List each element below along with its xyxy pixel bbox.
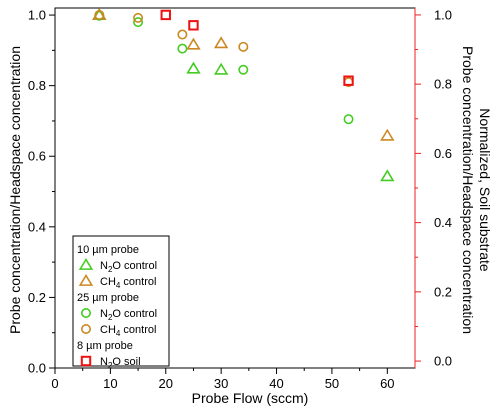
y-right-tick-label: 0.4 bbox=[434, 215, 452, 230]
data-point bbox=[177, 29, 188, 40]
y-right-tick-label: 0.0 bbox=[434, 354, 452, 369]
data-point bbox=[133, 17, 144, 28]
y-axis-right-title-line2: Normalized, Soil substrate bbox=[477, 108, 493, 272]
y-axis-left: 0.0 0.2 0.4 0.6 0.8 1.0 bbox=[28, 8, 55, 376]
y-left-tick-label: 0.2 bbox=[28, 290, 46, 305]
legend-header: 8 µm probe bbox=[77, 340, 133, 352]
data-point bbox=[380, 169, 395, 182]
data-point bbox=[343, 114, 354, 125]
x-tick-label: 0 bbox=[51, 376, 58, 391]
series-0 bbox=[92, 8, 395, 182]
y-right-tick-label: 0.2 bbox=[434, 284, 452, 299]
legend-label: CH4 control bbox=[100, 276, 156, 290]
y-axis-right: 0.0 0.2 0.4 0.6 0.8 1.0 bbox=[415, 7, 452, 369]
y-left-tick-label: 0.0 bbox=[28, 361, 46, 376]
legend-box bbox=[72, 235, 170, 367]
legend-marker bbox=[81, 323, 92, 334]
y-axis-right-title-line1: Probe concentration/Headspace concentrat… bbox=[460, 46, 476, 334]
legend-label: N2O soil bbox=[100, 356, 141, 370]
legend-header: 10 µm probe bbox=[77, 244, 139, 256]
x-tick-label: 10 bbox=[103, 376, 117, 391]
data-point bbox=[380, 128, 395, 141]
x-tick-label: 40 bbox=[269, 376, 283, 391]
x-tick-label: 30 bbox=[214, 376, 228, 391]
x-tick-label: 50 bbox=[325, 376, 339, 391]
data-point bbox=[177, 43, 188, 54]
x-tick-label: 20 bbox=[159, 376, 173, 391]
y-left-tick-label: 0.6 bbox=[28, 149, 46, 164]
data-point bbox=[213, 36, 229, 49]
data-point bbox=[133, 12, 144, 23]
data-point bbox=[213, 62, 229, 75]
y-right-tick-label: 0.6 bbox=[434, 146, 452, 161]
data-point bbox=[343, 75, 354, 86]
y-left-tick-label: 1.0 bbox=[28, 8, 46, 23]
data-point bbox=[188, 20, 199, 31]
series-layer bbox=[92, 8, 395, 182]
legend-marker bbox=[78, 273, 94, 286]
legend-marker bbox=[81, 307, 92, 318]
x-axis: 0 10 20 30 40 50 60 bbox=[51, 368, 395, 391]
y-right-tick-label: 1.0 bbox=[434, 7, 452, 22]
legend-label: N2O control bbox=[100, 260, 157, 274]
x-tick-label: 60 bbox=[380, 376, 394, 391]
legend-marker bbox=[78, 257, 94, 270]
y-right-tick-label: 0.8 bbox=[434, 77, 452, 92]
y-left-tick-label: 0.8 bbox=[28, 78, 46, 93]
data-point bbox=[238, 64, 249, 75]
data-point bbox=[186, 61, 201, 74]
y-left-tick-label: 0.4 bbox=[28, 219, 46, 234]
x-axis-title: Probe Flow (sccm) bbox=[192, 390, 309, 406]
series-4 bbox=[160, 9, 354, 86]
legend-label: N2O control bbox=[100, 308, 157, 322]
legend-marker bbox=[80, 355, 92, 367]
legend-label: CH4 control bbox=[100, 324, 156, 338]
data-point bbox=[160, 9, 171, 21]
data-point bbox=[238, 41, 249, 52]
data-point bbox=[94, 10, 105, 21]
legend-header: 25 µm probe bbox=[77, 292, 139, 304]
legend: 10 µm probe N2O control CH4 control 25 µm p… bbox=[72, 235, 170, 370]
series-2 bbox=[94, 10, 354, 125]
data-point bbox=[186, 37, 201, 50]
y-axis-left-title: Probe concentration/Headspace concentrat… bbox=[7, 46, 23, 334]
